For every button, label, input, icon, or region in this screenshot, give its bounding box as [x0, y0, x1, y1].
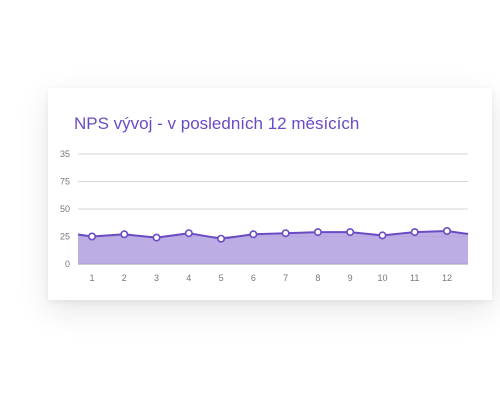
x-tick-label: 9	[348, 273, 353, 283]
x-tick-label: 10	[377, 273, 387, 283]
data-point	[281, 229, 290, 238]
series-line	[77, 230, 469, 240]
y-tick-label: 75	[60, 177, 70, 187]
points-layer	[87, 227, 451, 243]
y-tick-label: 25	[60, 232, 70, 242]
x-tick-label: 5	[219, 273, 224, 283]
chart-card: NPS vývoj - v posledních 12 měsících 35 7…	[48, 88, 492, 300]
x-tick-label: 11	[410, 273, 419, 283]
data-point	[410, 228, 419, 237]
series-area	[78, 231, 468, 264]
x-tick-label: 4	[186, 273, 191, 283]
x-tick-label: 12	[442, 273, 452, 283]
chart-title: NPS vývoj - v posledních 12 měsících	[74, 114, 360, 133]
data-point	[120, 230, 129, 239]
x-tick-label: 7	[283, 273, 288, 283]
data-point	[152, 233, 161, 242]
data-point	[313, 228, 322, 237]
x-tick-label: 3	[154, 273, 159, 283]
x-tick-label: 1	[89, 273, 94, 283]
area-layer	[78, 231, 468, 264]
data-point	[346, 228, 355, 237]
data-point	[217, 234, 226, 243]
data-point	[378, 231, 387, 240]
data-point	[184, 229, 193, 238]
y-tick-label: 35	[60, 149, 70, 159]
x-tick-label: 2	[122, 273, 127, 283]
x-tick-label: 6	[251, 273, 256, 283]
data-point	[249, 230, 258, 239]
x-tick-label: 8	[315, 273, 320, 283]
x-axis-labels: 1 2 3 4 5 6 7 8 9 10 11 12	[89, 273, 452, 283]
line-layer	[77, 230, 469, 240]
data-point	[87, 232, 96, 241]
y-tick-label: 0	[65, 259, 70, 269]
data-point	[442, 227, 451, 236]
y-tick-label: 50	[60, 204, 70, 214]
y-axis-labels: 35 75 50 25 0	[60, 149, 70, 269]
